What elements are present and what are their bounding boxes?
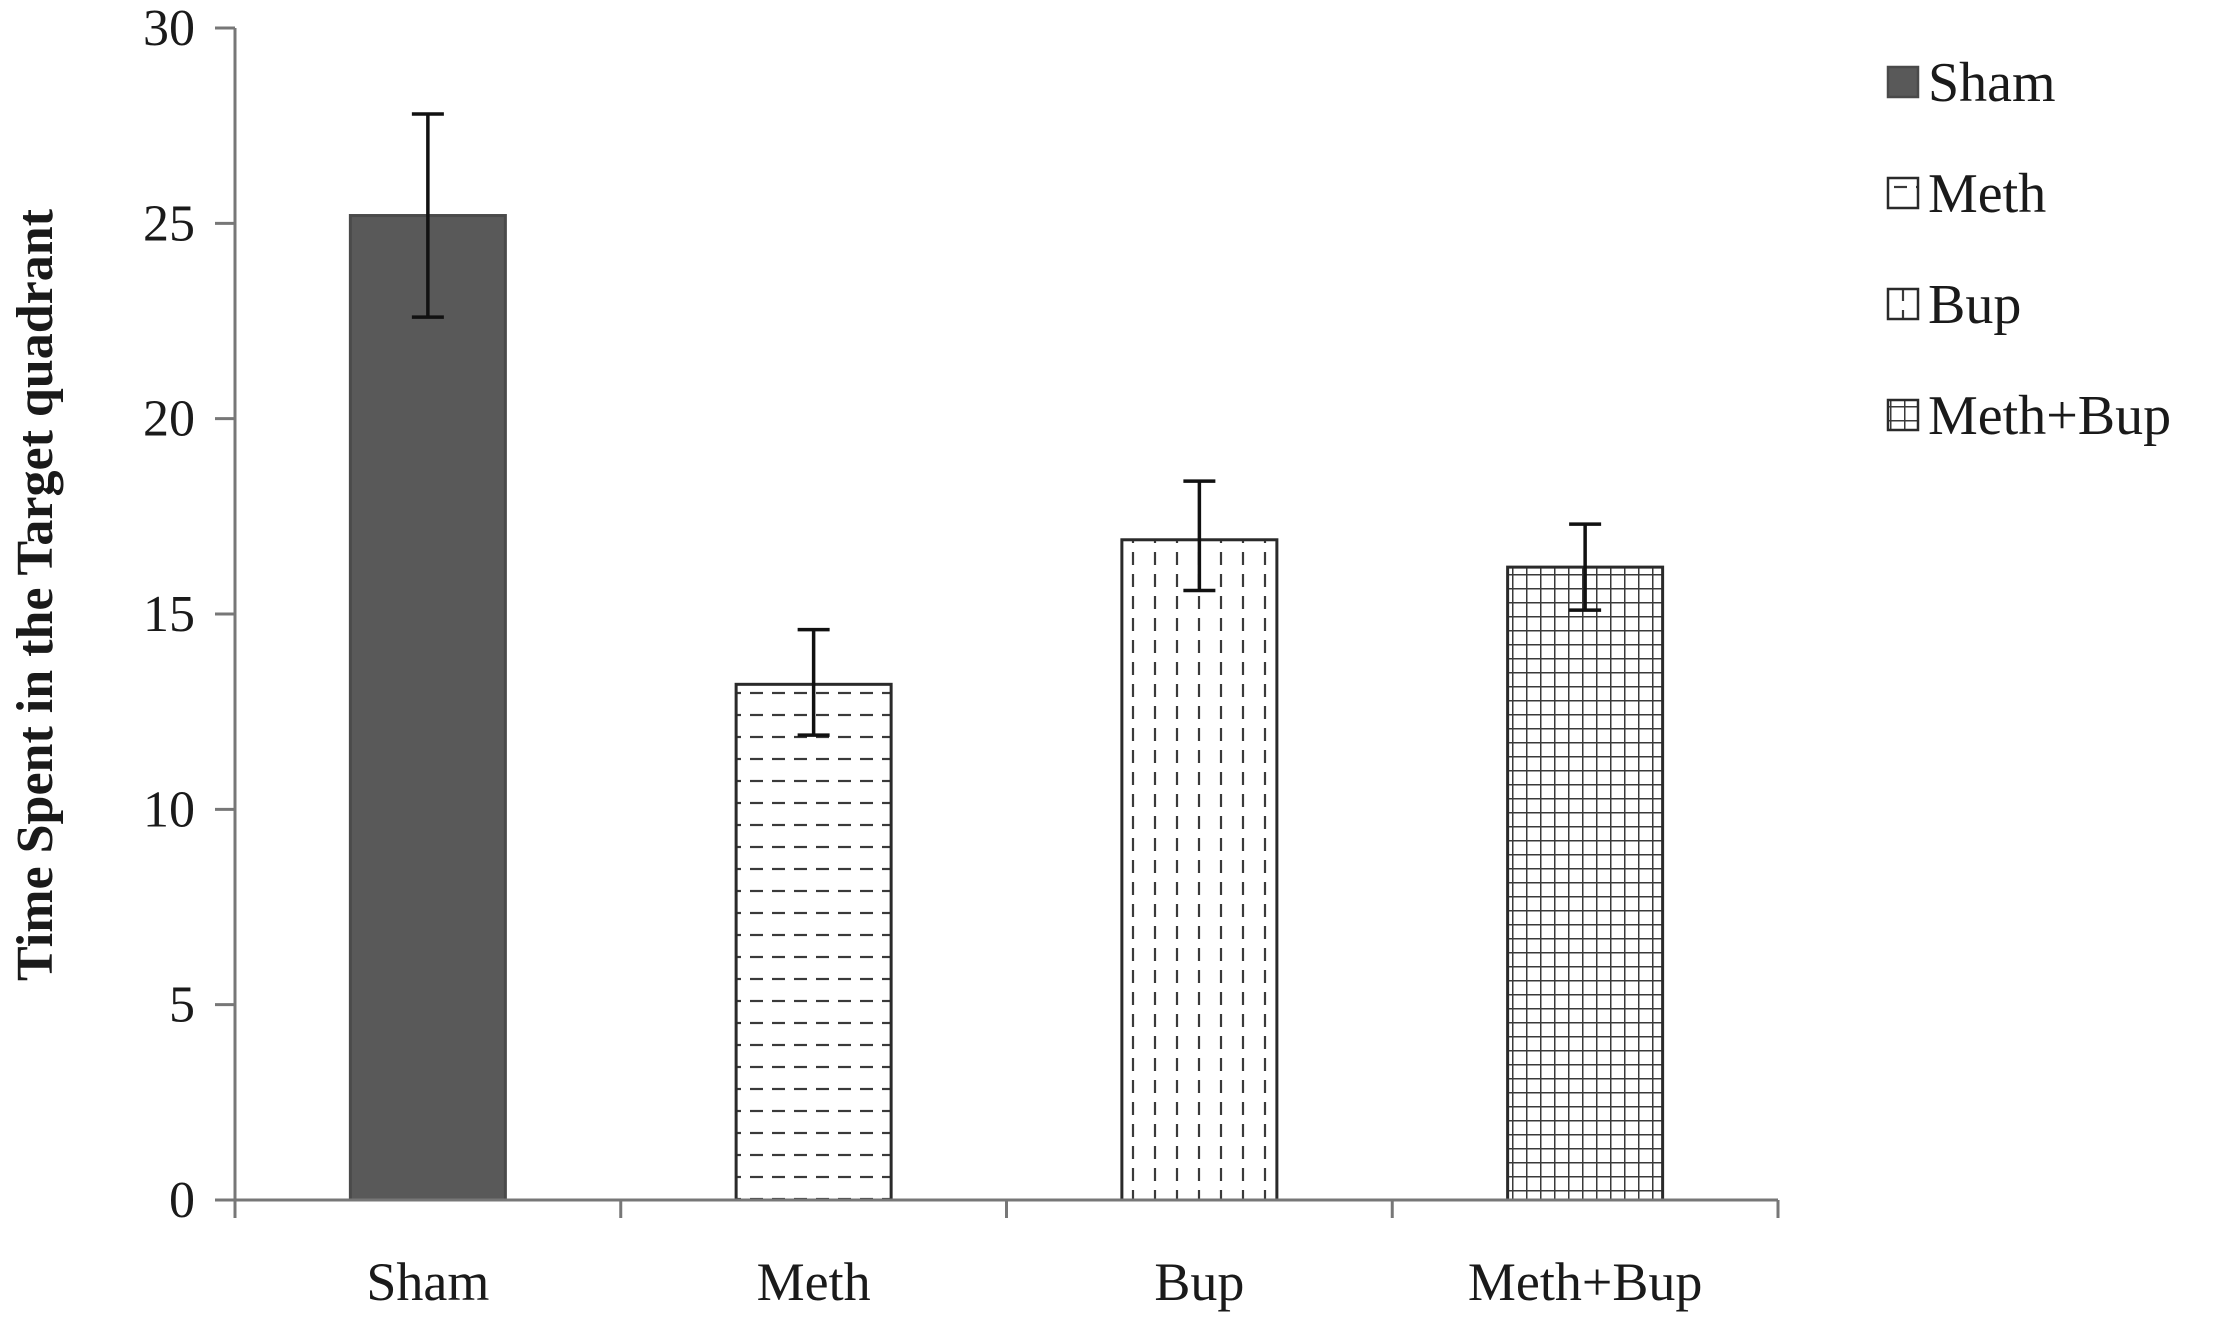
legend-item-meth: Meth bbox=[1886, 163, 2046, 225]
legend-label: Meth+Bup bbox=[1928, 385, 2171, 447]
legend-item-meth-bup: Meth+Bup bbox=[1886, 385, 2171, 447]
tick-labels-layer: 0 5 10 15 20 25 30 bbox=[143, 0, 195, 1229]
bar-meth bbox=[734, 682, 893, 1202]
legend-swatch bbox=[1886, 176, 1920, 210]
error-bar-sham bbox=[411, 112, 444, 319]
legend-item-bup: Bup bbox=[1886, 274, 2021, 336]
x-category-label: Bup bbox=[1154, 1252, 1244, 1312]
legend-label: Sham bbox=[1928, 52, 2056, 114]
y-axis-title: Time Spent in the Target quadrant bbox=[7, 208, 64, 981]
bar-meth-bup bbox=[1506, 565, 1665, 1202]
legend-item-sham: Sham bbox=[1886, 52, 2056, 114]
legend-label: Bup bbox=[1928, 274, 2021, 336]
bar-bup bbox=[1120, 538, 1279, 1202]
bars-layer bbox=[348, 214, 1665, 1202]
legend-swatch bbox=[1886, 398, 1920, 432]
y-tick-label: 0 bbox=[169, 1172, 195, 1229]
y-tick-label: 30 bbox=[143, 0, 195, 57]
bar-sham bbox=[348, 214, 507, 1202]
category-labels-layer: Sham Meth Bup Meth+Bup bbox=[366, 1252, 1702, 1312]
legend-swatch bbox=[1886, 287, 1920, 321]
x-category-label: Meth+Bup bbox=[1468, 1252, 1702, 1312]
y-tick-label: 10 bbox=[143, 781, 195, 838]
error-bar-bup bbox=[1183, 479, 1216, 593]
error-bar-meth bbox=[797, 627, 830, 737]
legend: Sham Meth Bup Meth+Bup bbox=[1886, 52, 2171, 447]
error-bar-meth-bup bbox=[1569, 522, 1602, 612]
legend-swatch bbox=[1886, 65, 1920, 99]
y-tick-label: 5 bbox=[169, 977, 195, 1034]
axes-layer bbox=[215, 26, 1780, 1218]
x-category-label: Sham bbox=[366, 1252, 489, 1312]
x-category-label: Meth bbox=[757, 1252, 871, 1312]
legend-label: Meth bbox=[1928, 163, 2046, 225]
y-tick-label: 25 bbox=[143, 195, 195, 252]
y-tick-label: 20 bbox=[143, 391, 195, 448]
y-tick-label: 15 bbox=[143, 586, 195, 643]
error-bars-layer bbox=[411, 112, 1602, 737]
